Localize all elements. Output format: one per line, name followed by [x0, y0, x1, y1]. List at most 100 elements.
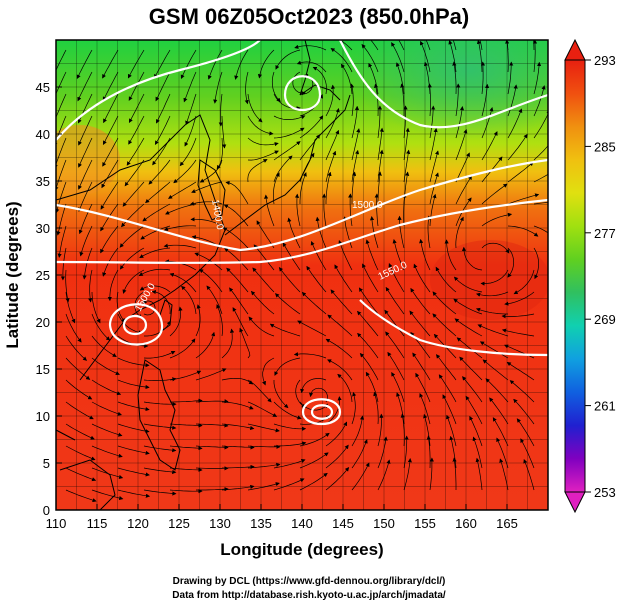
streamline — [169, 489, 203, 494]
streamline — [128, 71, 145, 101]
streamline — [448, 40, 457, 73]
streamline — [273, 380, 289, 409]
streamline — [65, 445, 96, 461]
streamline — [306, 265, 327, 293]
streamline — [351, 105, 360, 139]
streamline — [78, 181, 93, 212]
x-tick-label: 160 — [455, 516, 477, 531]
streamline — [91, 423, 123, 437]
streamline — [429, 105, 436, 139]
streamline — [262, 357, 275, 386]
streamline — [472, 436, 483, 469]
streamline — [264, 194, 275, 227]
streamline — [392, 239, 405, 271]
contour-label-1: 1500.0 — [352, 200, 383, 211]
streamline — [357, 310, 379, 337]
streamline — [292, 71, 306, 96]
streamline — [65, 379, 93, 400]
streamline — [330, 48, 353, 73]
streamline — [300, 378, 327, 394]
streamline — [533, 247, 539, 280]
streamline — [403, 149, 411, 183]
streamline — [65, 401, 94, 420]
streamline — [65, 269, 70, 303]
streamline — [456, 337, 483, 359]
streamline — [321, 193, 327, 227]
streamline — [533, 201, 548, 205]
isobar-ne-trough — [339, 40, 548, 129]
streamline — [452, 61, 457, 95]
streamline — [387, 351, 405, 381]
streamline — [350, 83, 355, 117]
streamline — [143, 467, 177, 475]
streamline — [287, 217, 301, 249]
streamline — [247, 401, 278, 417]
x-tick-label: 140 — [291, 516, 313, 531]
streamline — [459, 356, 483, 381]
streamline — [403, 458, 412, 491]
streamline — [496, 437, 509, 469]
streamline — [465, 395, 483, 425]
streamline — [127, 49, 145, 79]
streamline — [308, 387, 328, 403]
streamline — [195, 423, 229, 428]
streamline — [119, 225, 145, 248]
streamline — [415, 372, 431, 403]
streamline — [195, 331, 216, 359]
streamline — [377, 127, 384, 161]
streamline — [377, 105, 383, 139]
streamline — [247, 93, 263, 123]
y-tick-label: 5 — [43, 456, 50, 471]
streamline — [455, 175, 472, 205]
streamline — [410, 287, 431, 315]
streamline — [325, 396, 342, 425]
streamline — [100, 181, 119, 210]
streamline — [181, 285, 197, 315]
streamline — [247, 150, 279, 161]
streamline — [91, 379, 122, 396]
streamline — [485, 378, 509, 403]
streamline — [102, 137, 119, 167]
streamline — [523, 458, 535, 491]
streamline — [325, 108, 340, 139]
streamline — [427, 83, 432, 117]
streamline — [56, 181, 67, 214]
y-tick-label: 25 — [36, 268, 50, 283]
streamline — [65, 313, 82, 343]
streamline — [247, 462, 281, 469]
streamline — [385, 331, 405, 359]
streamline — [325, 84, 336, 117]
streamline — [297, 320, 327, 337]
streamline — [275, 49, 301, 70]
coastline-borneo — [56, 429, 116, 510]
streamline — [256, 220, 275, 249]
streamline — [402, 193, 407, 227]
streamline — [78, 115, 93, 146]
streamline — [400, 413, 405, 447]
streamline — [429, 457, 434, 491]
streamline — [248, 316, 275, 337]
streamline — [509, 380, 535, 403]
streamline — [351, 391, 357, 425]
streamline — [533, 145, 548, 161]
streamline — [452, 40, 457, 51]
streamline — [338, 240, 353, 271]
streamline — [226, 267, 249, 293]
streamline — [232, 307, 249, 337]
streamline — [239, 327, 251, 359]
streamline — [507, 108, 523, 139]
streamline — [247, 137, 279, 147]
streamline — [221, 328, 235, 359]
streamline — [357, 332, 379, 359]
streamline — [377, 459, 391, 491]
streamline — [479, 40, 483, 51]
colorbar-tick-label: 293 — [594, 53, 616, 68]
streamline — [221, 484, 255, 491]
streamline — [169, 370, 202, 381]
streamline — [368, 62, 379, 95]
streamline — [340, 63, 353, 95]
streamline — [169, 272, 197, 293]
streamline — [56, 159, 67, 191]
y-tick-label: 30 — [36, 221, 50, 236]
streamline — [339, 40, 353, 51]
